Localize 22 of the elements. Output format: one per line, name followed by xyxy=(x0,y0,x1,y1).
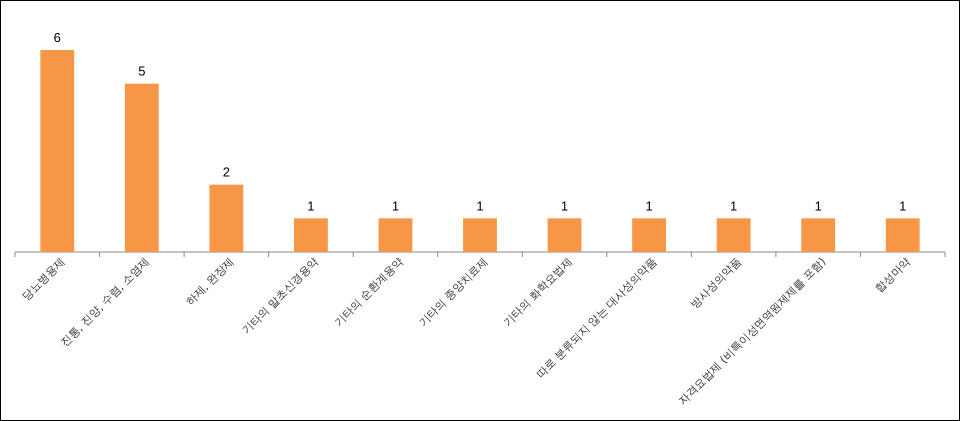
bar xyxy=(124,84,159,252)
bar xyxy=(378,218,412,252)
bar xyxy=(801,218,836,252)
bar xyxy=(716,218,751,252)
data-label: 6 xyxy=(54,30,61,45)
data-label: 1 xyxy=(476,198,484,214)
bar xyxy=(463,218,497,252)
bar xyxy=(886,218,920,252)
data-label: 1 xyxy=(899,198,906,214)
data-label: 5 xyxy=(138,64,146,79)
data-label: 1 xyxy=(560,198,568,214)
data-label: 1 xyxy=(814,198,822,214)
bar xyxy=(548,218,582,252)
bar xyxy=(632,218,666,252)
data-label: 1 xyxy=(307,198,315,214)
data-label: 2 xyxy=(222,164,230,180)
bar xyxy=(294,218,328,252)
bar xyxy=(209,184,244,252)
data-label: 1 xyxy=(645,198,653,214)
data-label: 1 xyxy=(730,198,738,214)
bar xyxy=(40,50,74,252)
data-label: 1 xyxy=(392,198,400,214)
